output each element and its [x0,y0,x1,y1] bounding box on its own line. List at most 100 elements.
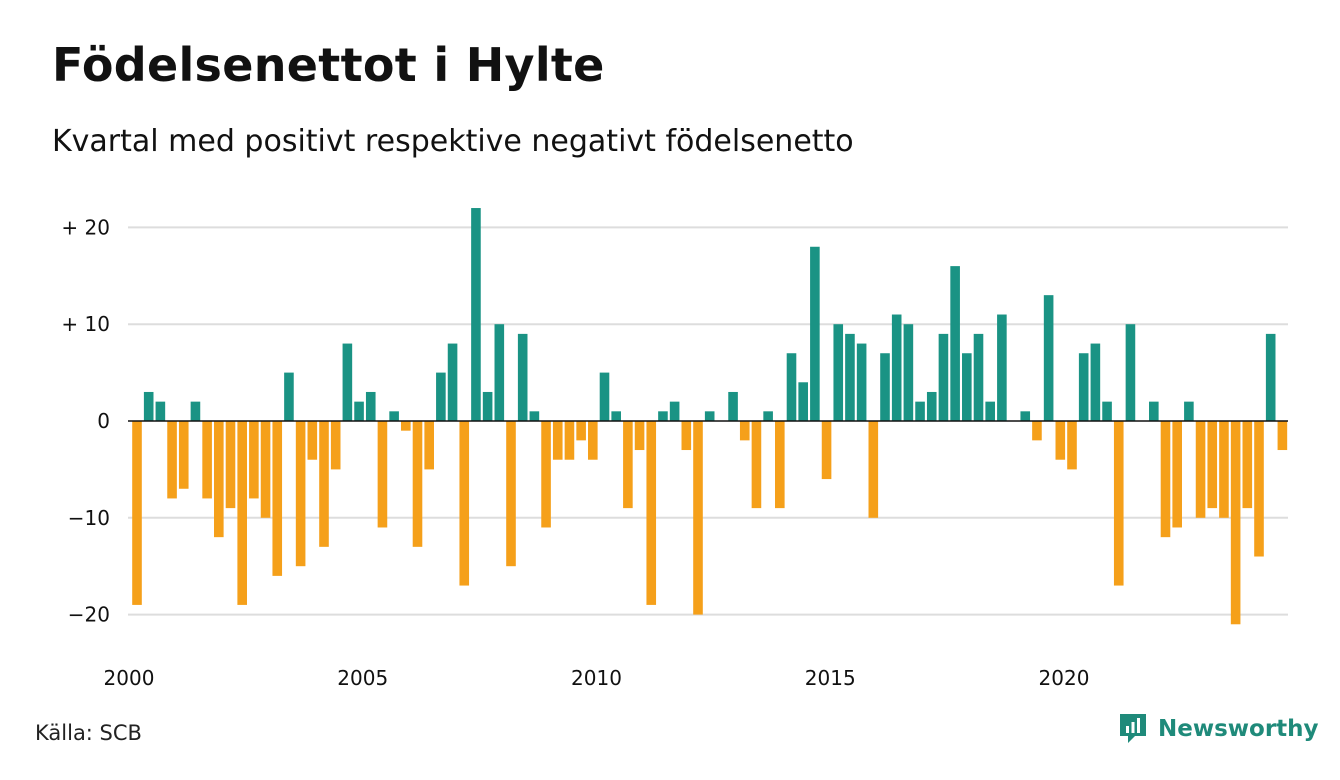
bar-negative [1160,421,1171,538]
bar-negative [377,421,388,528]
chart-subtitle: Kvartal med positivt respektive negativt… [52,124,854,159]
bar-negative [541,421,551,528]
y-tick-label: + 10 [61,312,110,336]
bar-negative [424,421,434,470]
bar-negative [459,421,470,586]
bar-positive [1020,411,1031,421]
bar-negative [330,421,341,470]
y-tick-label: 0 [97,409,110,433]
bar-positive [833,324,844,421]
bar-positive [143,391,154,421]
source-label: Källa: SCB [35,721,142,745]
bar-positive [962,353,972,421]
bar-positive [190,401,201,421]
bar-negative [412,421,423,547]
bar-negative [307,421,318,460]
x-tick-label: 2010 [571,666,622,690]
newsworthy-logo-icon [1120,714,1146,743]
bar-negative [576,421,586,441]
bar-chart: + 20 + 10 0 −10 −20 2000 2005 2010 2015 2020 [61,208,1288,690]
bar-negative [1242,421,1253,509]
bar-negative [1207,421,1218,509]
bar-negative [272,421,283,576]
bar-positive [529,411,540,421]
bar-positive [845,333,855,421]
bar-positive [786,353,797,421]
bar-negative [693,421,703,615]
chart-title: Födelsenettot i Hylte [52,38,605,92]
bar-positive [447,343,458,421]
x-tick-label: 2005 [337,666,388,690]
x-tick-label: 2020 [1039,666,1090,690]
bar-negative [237,421,247,605]
bar-positive [436,372,446,421]
bar-positive [926,391,937,421]
bar-negative [681,421,692,451]
bar-negative [821,421,832,480]
bar-positive [950,266,960,421]
bar-positive [365,391,376,421]
bar-negative [552,421,563,460]
bar-negative [295,421,306,567]
y-tick-label: −10 [68,506,110,530]
y-tick-label: + 20 [61,215,110,239]
bar-positive [482,391,493,421]
bar-positive [599,372,610,421]
bar-negative [225,421,236,509]
bar-positive [856,343,867,421]
bar-negative [1055,421,1066,460]
bar-negative [249,421,259,499]
bar-negative [634,421,645,451]
bar-negative [1254,421,1264,557]
bar-positive [1043,295,1054,421]
bar-positive [471,208,481,421]
bar-positive [389,411,399,421]
bar-positive [494,324,505,421]
bar-positive [1102,401,1112,421]
bar-negative [214,421,224,538]
bar-positive [1078,353,1089,421]
bar-negative [1032,421,1042,441]
bar-positive [903,324,914,421]
bar-negative [178,421,189,489]
bar-positive [973,333,984,421]
bar-negative [868,421,879,518]
bar-negative [1067,421,1077,470]
bar-positive [284,372,294,421]
y-tick-label: −20 [68,603,110,627]
bar-positive [517,333,528,421]
bar-positive [880,353,890,421]
bar-negative [1113,421,1124,586]
bar-negative [167,421,177,499]
bar-positive [997,314,1007,421]
bar-negative [751,421,762,509]
bar-positive [1090,343,1101,421]
brand-name: Newsworthy [1158,716,1319,742]
bar-positive [728,391,738,421]
bar-negative [1219,421,1229,518]
bar-positive [891,314,902,421]
bar-negative [623,421,633,509]
bar-positive [1265,333,1276,421]
bar-negative [646,421,657,605]
bar-negative [564,421,575,460]
bar-positive [915,401,925,421]
bar-negative [588,421,598,460]
bar-positive [763,411,773,421]
bar-positive [798,382,808,421]
bar-negative [775,421,785,509]
x-tick-label: 2000 [104,666,155,690]
bar-positive [704,411,715,421]
bar-negative [506,421,516,567]
bar-negative [401,421,411,431]
bar-positive [810,246,820,421]
bar-positive [658,411,668,421]
bar-negative [260,421,271,518]
bar-positive [1184,401,1194,421]
bar-negative [319,421,329,547]
brand-logo: Newsworthy [1118,712,1319,746]
bar-positive [155,401,166,421]
bar-positive [342,343,353,421]
bar-negative [1277,421,1288,451]
bar-positive [669,401,680,421]
